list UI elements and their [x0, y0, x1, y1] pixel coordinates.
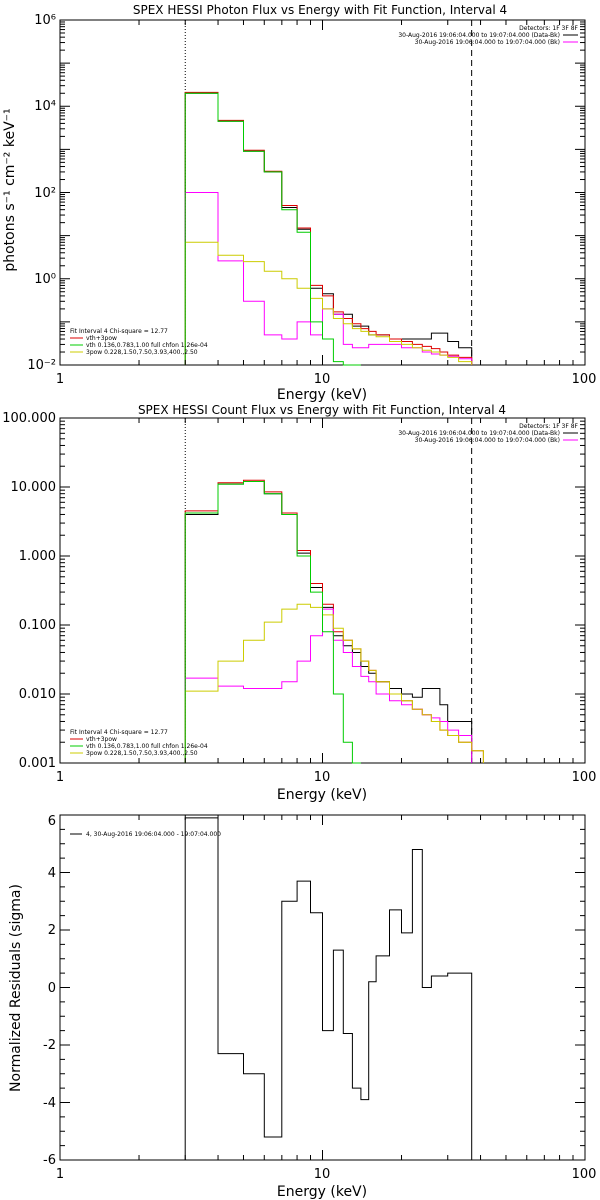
photon-series-data-bk: [184, 92, 473, 365]
residuals-ytick-0: 0: [48, 981, 56, 996]
count-axis-ticks: [59, 418, 585, 764]
count-xtick-10: 10: [314, 770, 331, 785]
count-fit-entry-3pow: 3pow 0.228,1.50,7.50,3.93,400.,2.50: [86, 750, 198, 757]
count-fit-entry-vth: vth 0.136,0.783,1.00 full chfon 1.26e-04: [86, 743, 208, 750]
residuals-ytick-m2: -2: [43, 1038, 56, 1053]
residuals-series-residuals: [184, 817, 473, 1160]
photon-legend-header: Detectors: 1F 3F 8F: [519, 25, 578, 32]
photon-fit-entry-3pow: 3pow 0.228,1.50,7.50,3.93,400.,2.50: [86, 349, 198, 356]
residuals-axis-ticks: [59, 814, 585, 1161]
photon-ytick-4: 10⁴: [34, 99, 56, 114]
photon-xtick-10: 10: [314, 372, 331, 387]
residuals-xtick-10: 10: [314, 1167, 331, 1182]
photon-flux-chart: SPEX HESSI Photon Flux vs Energy with Fi…: [2, 3, 596, 403]
count-ytick-1000: 1.000: [19, 549, 56, 564]
count-chart-title: SPEX HESSI Count Flux vs Energy with Fit…: [138, 403, 506, 417]
photon-series-vth: [184, 92, 361, 366]
residuals-xtick-100: 100: [572, 1167, 597, 1182]
photon-legend-entry-bk: 30-Aug-2016 19:06:04.000 to 19:07:04.000…: [415, 39, 560, 46]
count-ytick-0010: 0.010: [19, 687, 56, 702]
photon-axis-ticks: [59, 20, 585, 366]
residuals-chart: -6 -4 -2 0 2 4 6 1 10 100 Energy (keV) N…: [8, 814, 596, 1200]
photon-fit-entry-total: vth+3pow: [86, 335, 117, 342]
residuals-chart-marks: [184, 817, 473, 1160]
count-legend-entry-bk: 30-Aug-2016 19:06:04.000 to 19:07:04.000…: [415, 437, 560, 444]
residuals-ytick-m4: -4: [43, 1096, 56, 1111]
photon-series-bk: [184, 192, 473, 365]
count-fit-header: Fit Interval 4 Chi-square = 12.77: [70, 729, 168, 736]
photon-fit-entry-vth: vth 0.136,0.783,1.00 full chfon 1.26e-04: [86, 342, 208, 349]
count-series-3pow: [184, 603, 484, 763]
photon-ytick-5: 10⁶: [34, 13, 56, 28]
count-ytick-10000: 10.000: [11, 480, 57, 495]
photon-series-3pow: [184, 241, 473, 365]
count-ytick-0100: 0.100: [19, 618, 56, 633]
count-fit-entry-total: vth+3pow: [86, 736, 117, 743]
photon-xtick-1: 1: [56, 372, 64, 387]
count-series-vth-3pow: [184, 479, 484, 763]
count-ytick-0001: 0.001: [19, 756, 56, 771]
photon-xtick-100: 100: [572, 372, 597, 387]
count-flux-chart: SPEX HESSI Count Flux vs Energy with Fit…: [2, 403, 596, 803]
count-chart-marks: [184, 418, 484, 764]
residuals-x-axis-label: Energy (keV): [277, 1184, 367, 1200]
count-legend-header: Detectors: 1F 3F 8F: [519, 423, 578, 430]
residuals-legend-entry: 4, 30-Aug-2016 19:06:04.000 - 19:07:04.0…: [86, 831, 221, 838]
photon-legend-entry-data: 30-Aug-2016 19:06:04.000 to 19:07:04.000…: [398, 32, 560, 39]
photon-series-vth-3pow: [184, 91, 473, 365]
photon-fit-header: Fit Interval 4 Chi-square = 12.77: [70, 328, 168, 335]
count-x-axis-label: Energy (keV): [277, 787, 367, 803]
residuals-ytick-6: 6: [48, 814, 56, 829]
photon-x-axis-label: Energy (keV): [277, 387, 367, 403]
photon-ytick-3: 10²: [34, 186, 56, 201]
residuals-ytick-m6: -6: [43, 1153, 56, 1168]
count-xtick-1: 1: [56, 770, 64, 785]
count-legend-entry-data: 30-Aug-2016 19:06:04.000 to 19:07:04.000…: [398, 430, 560, 437]
photon-y-axis-label: photons s⁻¹ cm⁻² keV⁻¹: [2, 108, 18, 271]
count-series-data-bk: [184, 481, 473, 763]
photon-ytick-2: 10⁰: [34, 272, 56, 287]
residuals-xtick-1: 1: [56, 1167, 64, 1182]
count-series-vth: [184, 481, 361, 764]
photon-chart-title: SPEX HESSI Photon Flux vs Energy with Fi…: [133, 3, 507, 17]
photon-ytick-1: 10⁻²: [27, 358, 56, 373]
count-xtick-100: 100: [572, 770, 597, 785]
residuals-ytick-2: 2: [48, 923, 56, 938]
count-ytick-100000: 100.000: [2, 411, 56, 426]
residuals-ytick-4: 4: [48, 866, 56, 881]
residuals-y-axis-label: Normalized Residuals (sigma): [8, 884, 24, 1092]
photon-chart-marks: [184, 20, 473, 366]
